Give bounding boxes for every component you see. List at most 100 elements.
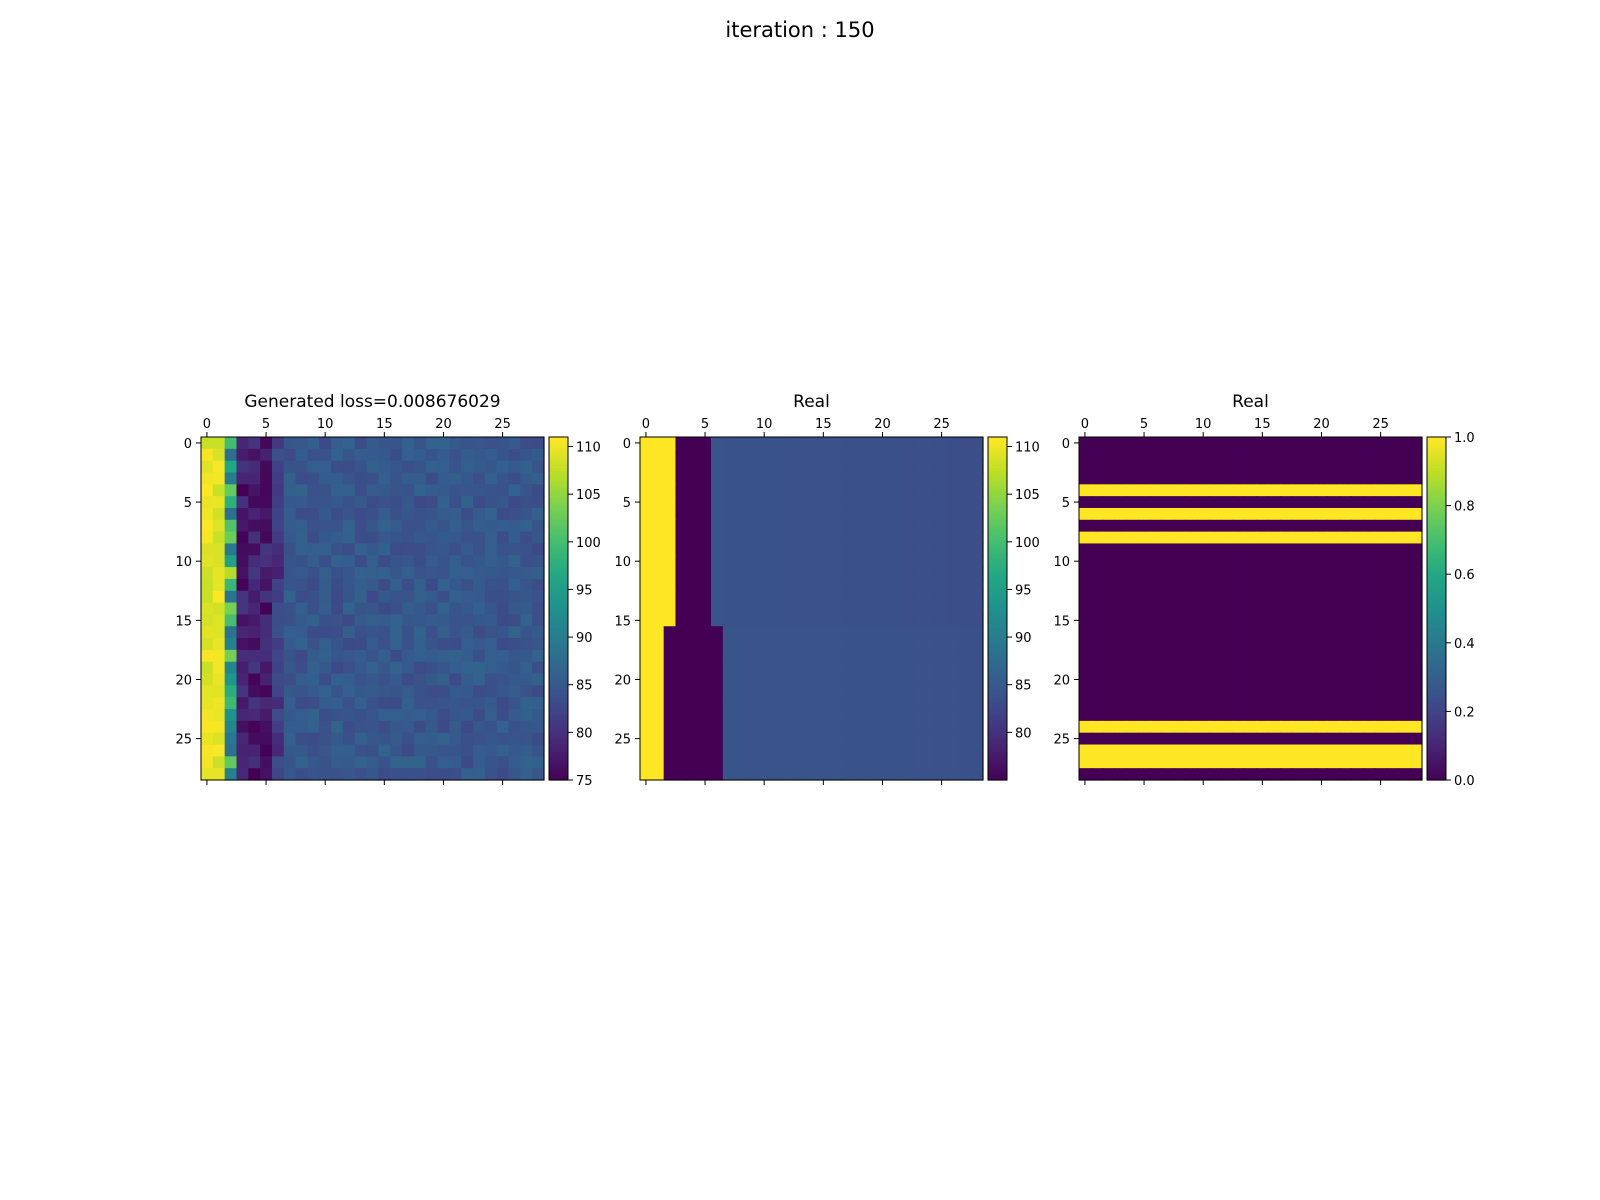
heatmap-cell: [1209, 756, 1222, 769]
heatmap-cell: [319, 744, 332, 757]
heatmap-cell: [461, 756, 474, 769]
heatmap-cell: [1256, 638, 1269, 651]
heatmap-cell: [461, 720, 474, 734]
colorbar-segment: [1427, 754, 1446, 758]
colorbar-segment: [1427, 514, 1446, 518]
colorbar-segment: [549, 771, 568, 775]
x-tick-label: 25: [1372, 417, 1389, 432]
heatmap-cell: [520, 543, 533, 556]
heatmap-cell: [817, 567, 830, 580]
colorbar-segment: [988, 557, 1007, 561]
heatmap-cell: [1327, 638, 1340, 651]
heatmap-cell: [413, 709, 427, 722]
heatmap-cell: [829, 638, 842, 651]
heatmap-cell: [1315, 685, 1328, 698]
heatmap-cell: [342, 590, 356, 604]
heatmap-cell: [793, 732, 807, 746]
heatmap-cell: [342, 649, 356, 663]
heatmap-cell: [283, 543, 297, 556]
heatmap-cell: [947, 531, 960, 545]
heatmap-cell: [1268, 543, 1281, 556]
heatmap-cell: [1220, 437, 1234, 450]
heatmap-cell: [841, 697, 854, 710]
colorbar-segment: [549, 751, 568, 755]
colorbar-segment: [549, 668, 568, 672]
heatmap-cell: [935, 602, 949, 616]
heatmap-cell: [331, 709, 344, 722]
heatmap-cell: [212, 555, 226, 568]
heatmap-cell: [758, 602, 771, 616]
heatmap-cell: [1138, 638, 1151, 651]
heatmap-cell: [663, 543, 677, 556]
heatmap-cell: [1280, 543, 1293, 556]
heatmap-cell: [402, 638, 415, 651]
heatmap-cell: [413, 638, 427, 651]
heatmap-cell: [484, 732, 498, 746]
heatmap-cell: [201, 709, 214, 722]
heatmap-cell: [781, 437, 795, 450]
heatmap-cell: [722, 472, 736, 485]
heatmap-cell: [675, 448, 688, 462]
heatmap-cell: [520, 685, 533, 698]
heatmap-cell: [734, 507, 748, 521]
heatmap-cell: [449, 720, 462, 734]
heatmap-cell: [378, 590, 391, 604]
heatmap-cell: [959, 578, 972, 592]
heatmap-cell: [829, 768, 842, 781]
heatmap-cell: [947, 602, 960, 616]
heatmap-cell: [1303, 567, 1317, 580]
heatmap-cell: [923, 531, 937, 545]
heatmap-cell: [852, 709, 866, 722]
heatmap-cell: [1197, 484, 1210, 497]
heatmap-cell: [331, 697, 344, 710]
heatmap-cell: [1209, 590, 1222, 604]
heatmap-cell: [947, 614, 960, 627]
heatmap-cell: [212, 448, 226, 462]
heatmap-cell: [651, 649, 665, 663]
heatmap-cell: [675, 531, 688, 545]
heatmap-cell: [271, 507, 285, 521]
heatmap-cell: [283, 496, 297, 509]
heatmap-cell: [1149, 507, 1163, 521]
heatmap-cell: [923, 661, 937, 675]
heatmap-cell: [1315, 602, 1328, 616]
heatmap-cell: [1327, 626, 1340, 639]
heatmap-cell: [520, 768, 533, 781]
heatmap-cell: [687, 578, 700, 592]
heatmap-cell: [888, 578, 901, 592]
heatmap-cell: [734, 555, 748, 568]
heatmap-cell: [1090, 437, 1104, 450]
heatmap-cell: [1362, 519, 1376, 533]
colorbar-segment: [1427, 574, 1446, 578]
heatmap-cell: [651, 578, 665, 592]
heatmap-cell: [1149, 519, 1163, 533]
heatmap-cell: [295, 720, 309, 734]
heatmap-cell: [484, 720, 498, 734]
heatmap-cell: [971, 661, 984, 675]
heatmap-cell: [319, 756, 332, 769]
colorbar-segment: [549, 479, 568, 484]
heatmap-cell: [1291, 661, 1305, 675]
colorbar-segment: [549, 568, 568, 572]
heatmap-cell: [640, 543, 653, 556]
heatmap-cell: [201, 673, 214, 686]
heatmap-cell: [1339, 472, 1352, 485]
heatmap-cell: [1256, 720, 1269, 734]
colorbar-segment: [549, 451, 568, 455]
heatmap-cell: [793, 744, 807, 757]
heatmap-cell: [699, 531, 712, 545]
colorbar-segment: [988, 639, 1007, 644]
heatmap-cell: [413, 531, 427, 545]
heatmap-cell: [1303, 661, 1317, 675]
heatmap-cell: [473, 578, 486, 592]
heatmap-cell: [734, 460, 748, 474]
heatmap-cell: [1114, 531, 1127, 545]
heatmap-cell: [651, 626, 665, 639]
heatmap-cell: [722, 720, 736, 734]
heatmap-cell: [912, 519, 925, 533]
heatmap-cell: [1244, 567, 1258, 580]
heatmap-cell: [390, 555, 403, 568]
heatmap-cell: [1102, 638, 1116, 651]
heatmap-cell: [805, 519, 819, 533]
heatmap-cell: [888, 756, 901, 769]
